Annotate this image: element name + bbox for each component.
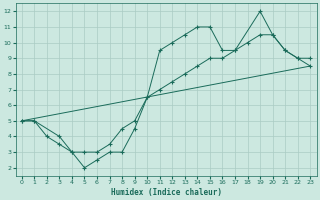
X-axis label: Humidex (Indice chaleur): Humidex (Indice chaleur) [110, 188, 221, 197]
